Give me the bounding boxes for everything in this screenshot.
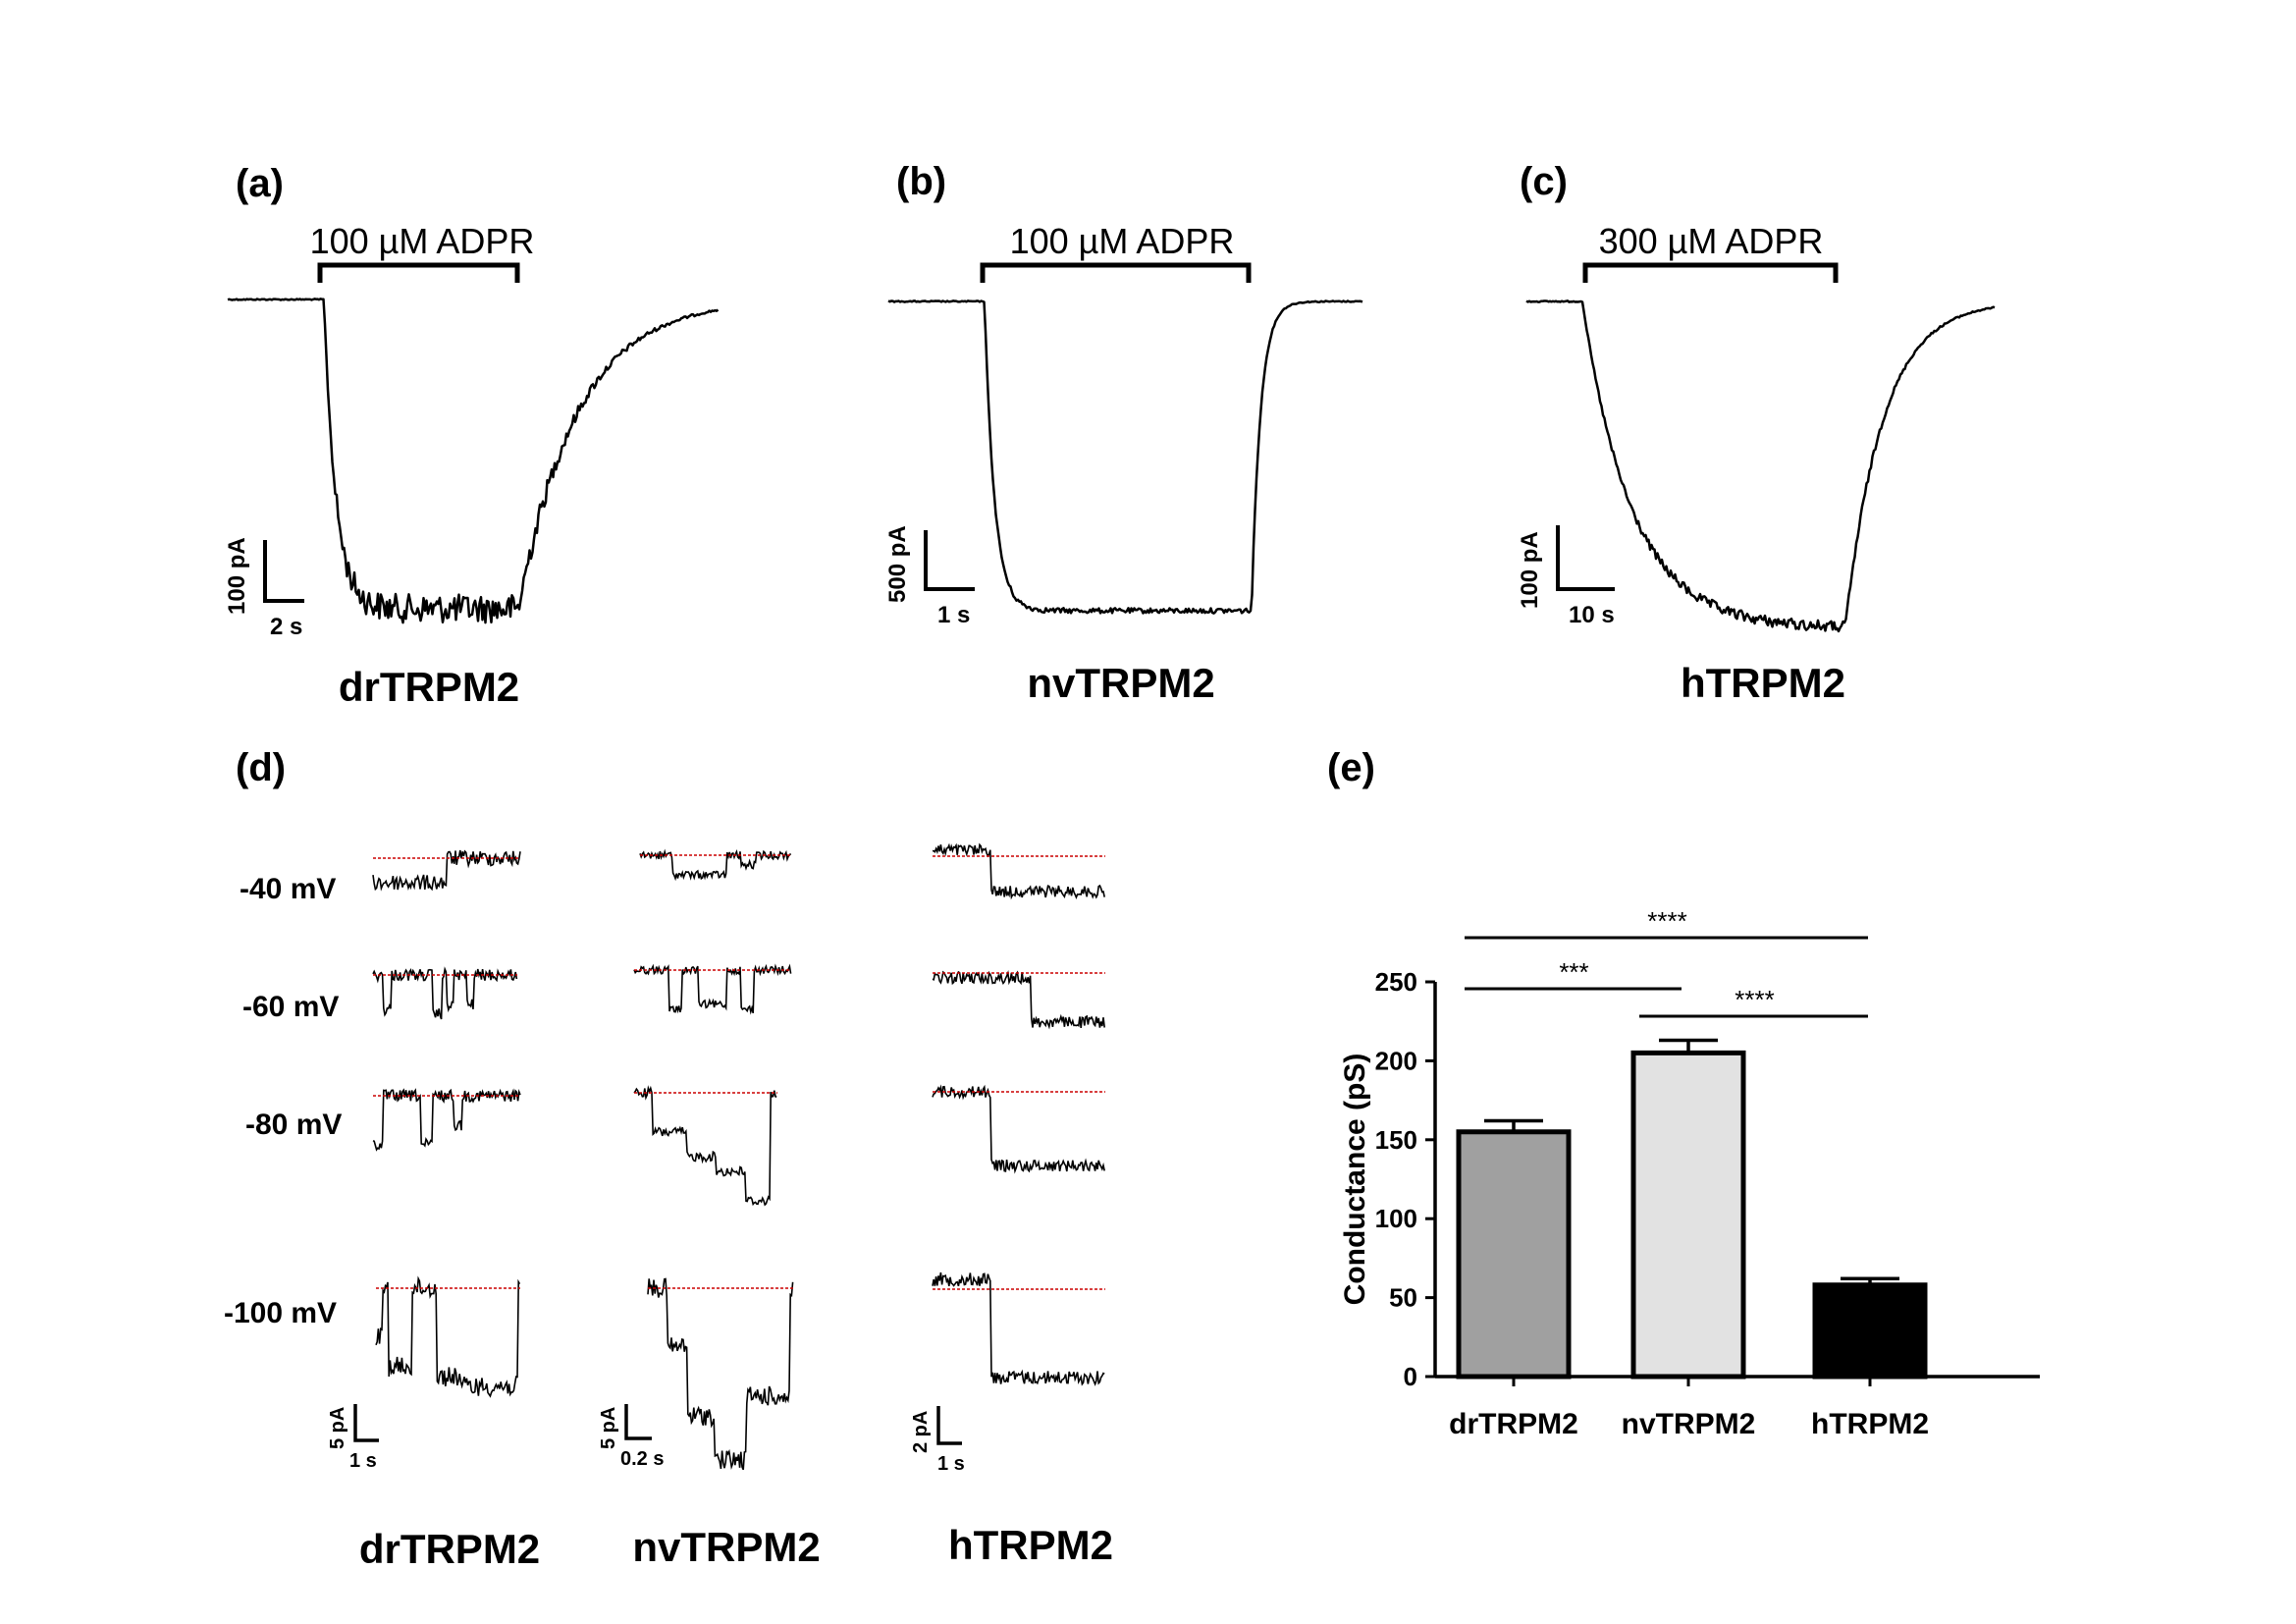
y-tick-label: 0	[1404, 1362, 1417, 1391]
bar	[1456, 1129, 1572, 1380]
panel-d-scale-x-nv: 0.2 s	[620, 1448, 664, 1470]
y-tick-label: 200	[1375, 1046, 1417, 1075]
voltage-label: -60 mV	[242, 991, 339, 1023]
panel-c-scale-x: 10 s	[1569, 602, 1615, 628]
x-tick-label: drTRPM2	[1449, 1408, 1578, 1440]
panel-a-label: (a)	[236, 162, 284, 205]
panel-d-scale-y-dr: 5 pA	[327, 1407, 348, 1449]
panel-a-application-bar	[317, 262, 520, 283]
y-tick-label: 150	[1375, 1125, 1417, 1155]
panel-c-application-bar	[1582, 262, 1839, 283]
panel-c-name: hTRPM2	[1681, 660, 1845, 706]
significance-stars: ****	[1647, 906, 1686, 936]
panel-a-scale-bar	[263, 540, 304, 603]
panel-a-scale-x: 2 s	[270, 614, 302, 640]
panel-c-scale-bar	[1556, 525, 1615, 591]
panel-d-scale-x-dr: 1 s	[349, 1450, 377, 1472]
panel-b-application-bar	[980, 262, 1252, 283]
single-channel-trace	[375, 1275, 521, 1398]
panel-b-scale-bar	[924, 530, 975, 591]
panel-d-name-nv: nvTRPM2	[632, 1524, 820, 1570]
panel-c-label: (c)	[1520, 160, 1568, 203]
x-tick-label: nvTRPM2	[1622, 1408, 1756, 1440]
single-channel-trace	[372, 849, 521, 892]
panel-a-name: drTRPM2	[339, 664, 519, 710]
panel-b-label: (b)	[896, 160, 946, 203]
significance-stars: ****	[1735, 985, 1774, 1014]
voltage-label: -40 mV	[240, 873, 336, 905]
single-channel-trace	[372, 966, 518, 1020]
significance-stars: ***	[1559, 957, 1588, 987]
panel-d-scale-bar-h	[936, 1406, 962, 1445]
x-tick-label: hTRPM2	[1811, 1408, 1929, 1440]
conductance-bar-chart: 0 50 100 150 200 250 Conductance (pS) drTRPM2 nv…	[1339, 906, 2040, 1440]
y-axis-label: Conductance (pS)	[1339, 1054, 1371, 1306]
single-channel-traces	[372, 842, 1105, 1471]
voltage-label: -100 mV	[224, 1297, 337, 1329]
single-channel-trace	[932, 842, 1105, 900]
y-tick-label: 50	[1389, 1283, 1417, 1313]
single-channel-trace	[932, 1272, 1105, 1386]
single-channel-trace	[372, 1088, 521, 1152]
single-channel-trace	[932, 970, 1105, 1030]
single-channel-trace	[647, 1277, 794, 1471]
panel-d-scale-bar-nv	[624, 1404, 652, 1440]
y-tick-label: 100	[1375, 1204, 1417, 1233]
panel-b-current-trace	[887, 299, 1363, 615]
panel-b-scale-x: 1 s	[937, 602, 970, 628]
single-channel-trace	[633, 1085, 777, 1207]
panel-d-scale-y-h: 2 pA	[910, 1411, 932, 1453]
panel-c-current-trace	[1525, 299, 1996, 633]
panel-a-scale-y: 100 pA	[224, 537, 250, 615]
panel-c-scale-y: 100 pA	[1517, 531, 1543, 609]
panel-a-current-trace	[227, 298, 720, 624]
panel-d-label: (d)	[236, 746, 286, 789]
bar	[1630, 1050, 1746, 1380]
panel-e-label: (e)	[1327, 746, 1375, 789]
panel-b-name: nvTRPM2	[1027, 660, 1214, 706]
y-tick-label: 250	[1375, 967, 1417, 997]
panel-d-scale-bar-dr	[353, 1404, 379, 1442]
panel-b-scale-y: 500 pA	[884, 525, 911, 603]
panel-b-bar-text: 100 µM ADPR	[1010, 221, 1235, 261]
panel-a-bar-text: 100 µM ADPR	[310, 221, 535, 261]
panel-d-scale-y-nv: 5 pA	[598, 1407, 619, 1449]
single-channel-trace	[932, 1084, 1105, 1174]
bar	[1812, 1282, 1928, 1380]
voltage-label: -80 mV	[245, 1109, 342, 1141]
panel-d-name-dr: drTRPM2	[359, 1526, 540, 1572]
single-channel-trace	[633, 963, 792, 1015]
panel-d-scale-x-h: 1 s	[937, 1453, 965, 1475]
panel-d-name-h: hTRPM2	[948, 1522, 1113, 1568]
panel-c-bar-text: 300 µM ADPR	[1599, 221, 1824, 261]
